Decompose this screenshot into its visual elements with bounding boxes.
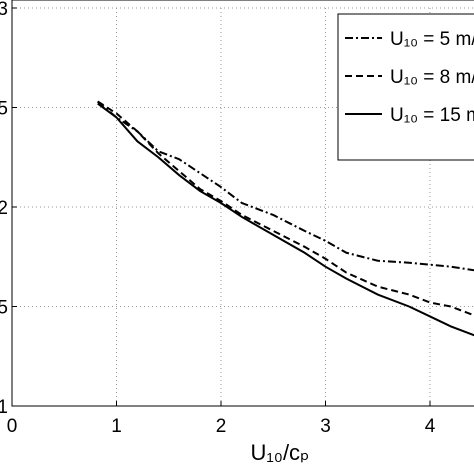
y-tick-label: 1.5 — [0, 298, 8, 319]
y-tick-label: 1 — [0, 397, 8, 418]
x-axis-label: U₁₀/cₚ — [251, 440, 310, 465]
x-tick-label: 3 — [320, 416, 331, 437]
legend-label: U₁₀ = 15 m/s — [390, 105, 474, 126]
legend-box — [337, 13, 474, 161]
legend-label: U₁₀ = 8 m/s — [390, 67, 474, 88]
legend-label: U₁₀ = 5 m/s — [390, 29, 474, 50]
data-line — [97, 102, 474, 337]
x-tick-label: 4 — [425, 416, 436, 437]
data-line — [97, 100, 474, 317]
x-tick-label: 1 — [111, 416, 122, 437]
y-tick-label: 2 — [0, 198, 8, 219]
y-tick-label: 2.5 — [0, 99, 8, 120]
plot-frame — [11, 0, 474, 407]
x-tick-label: 2 — [216, 416, 227, 437]
x-tick-label: 0 — [7, 416, 18, 437]
y-tick-label: 3 — [0, 0, 8, 20]
